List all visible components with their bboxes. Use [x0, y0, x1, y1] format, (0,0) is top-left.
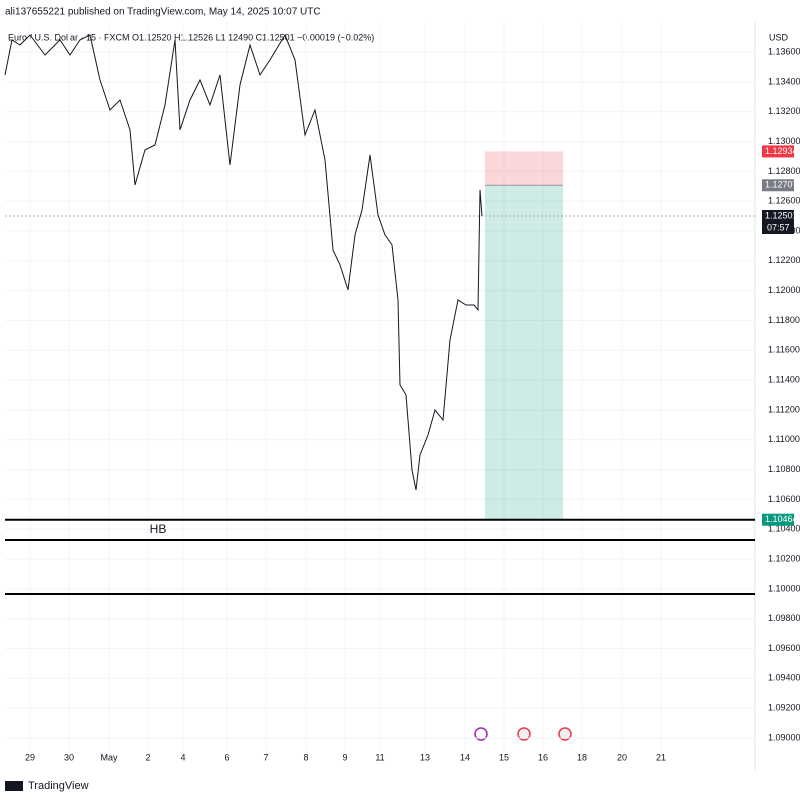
y-tick-label: 1.09800: [768, 613, 800, 623]
stop-tag: [762, 145, 794, 158]
last-price-tag-countdown: 07:57: [767, 222, 790, 232]
event-icon[interactable]: [474, 727, 488, 741]
publisher-note: ali137655221 published on TradingView.co…: [5, 7, 321, 18]
target-tag-label: 1.10464: [765, 514, 798, 524]
x-tick-label: 29: [25, 752, 35, 762]
level-label: HB: [150, 522, 167, 536]
target-zone: [485, 185, 563, 520]
stop-tag-label: 1.12934: [765, 146, 798, 156]
y-tick-label: 1.10800: [768, 464, 800, 474]
y-tick-label: 1.11400: [768, 375, 800, 385]
x-tick-label: 21: [656, 752, 666, 762]
y-tick-label: 1.12800: [768, 166, 800, 176]
y-tick-label: 1.09400: [768, 673, 800, 683]
y-tick-label: 1.09200: [768, 703, 800, 713]
y-tick-label: 1.10000: [768, 583, 800, 593]
stop-zone: [485, 151, 563, 186]
y-tick-label: 1.13000: [768, 136, 800, 146]
y-tick-label: 1.12600: [768, 196, 800, 206]
x-tick-label: 7: [263, 752, 268, 762]
target-tag: [762, 513, 794, 526]
brand: TradingView: [28, 780, 89, 792]
y-tick-label: 1.10200: [768, 553, 800, 563]
x-tick-label: 11: [375, 752, 384, 762]
event-icon[interactable]: [517, 727, 531, 741]
y-tick-label: 1.13600: [768, 46, 800, 56]
currency: USD: [769, 32, 789, 42]
y-tick-label: 1.13200: [768, 106, 800, 116]
price-line: [4, 33, 483, 491]
x-tick-label: 9: [342, 752, 347, 762]
y-tick-label: 1.12200: [768, 255, 800, 265]
y-tick-label: 1.11000: [768, 434, 800, 444]
entry-tag: [762, 179, 794, 192]
y-tick-label: 1.11600: [768, 345, 800, 355]
y-tick-label: 1.10600: [768, 494, 800, 504]
y-tick-label: 1.11200: [768, 404, 800, 414]
x-tick-label: 13: [420, 752, 430, 762]
x-tick-label: 2: [145, 752, 150, 762]
event-icon[interactable]: [558, 727, 572, 741]
symbol-legend: Euro / U.S. Dollar · 15 · FXCM O1.12520 …: [8, 32, 374, 42]
x-tick-label: May: [100, 752, 118, 762]
x-tick-label: 18: [577, 752, 587, 762]
brand-logo: [5, 781, 23, 791]
entry-tag-label: 1.12707: [765, 180, 798, 190]
x-tick-label: 4: [180, 752, 185, 762]
y-tick-label: 1.09000: [768, 732, 800, 742]
x-tick-label: 6: [224, 752, 229, 762]
x-tick-label: 20: [617, 752, 627, 762]
x-tick-label: 8: [303, 752, 308, 762]
x-tick-label: 16: [538, 752, 548, 762]
x-tick-label: 14: [460, 752, 470, 762]
y-tick-label: 1.11800: [768, 315, 800, 325]
x-tick-label: 30: [64, 752, 74, 762]
y-tick-label: 1.09600: [768, 643, 800, 653]
y-tick-label: 1.13400: [768, 76, 800, 86]
y-tick-label: 1.12000: [768, 285, 800, 295]
last-price-tag-label: 1.12501: [765, 210, 798, 220]
x-tick-label: 15: [499, 752, 509, 762]
y-tick-label: 1.10400: [768, 524, 800, 534]
last-price-tag: [762, 209, 794, 234]
